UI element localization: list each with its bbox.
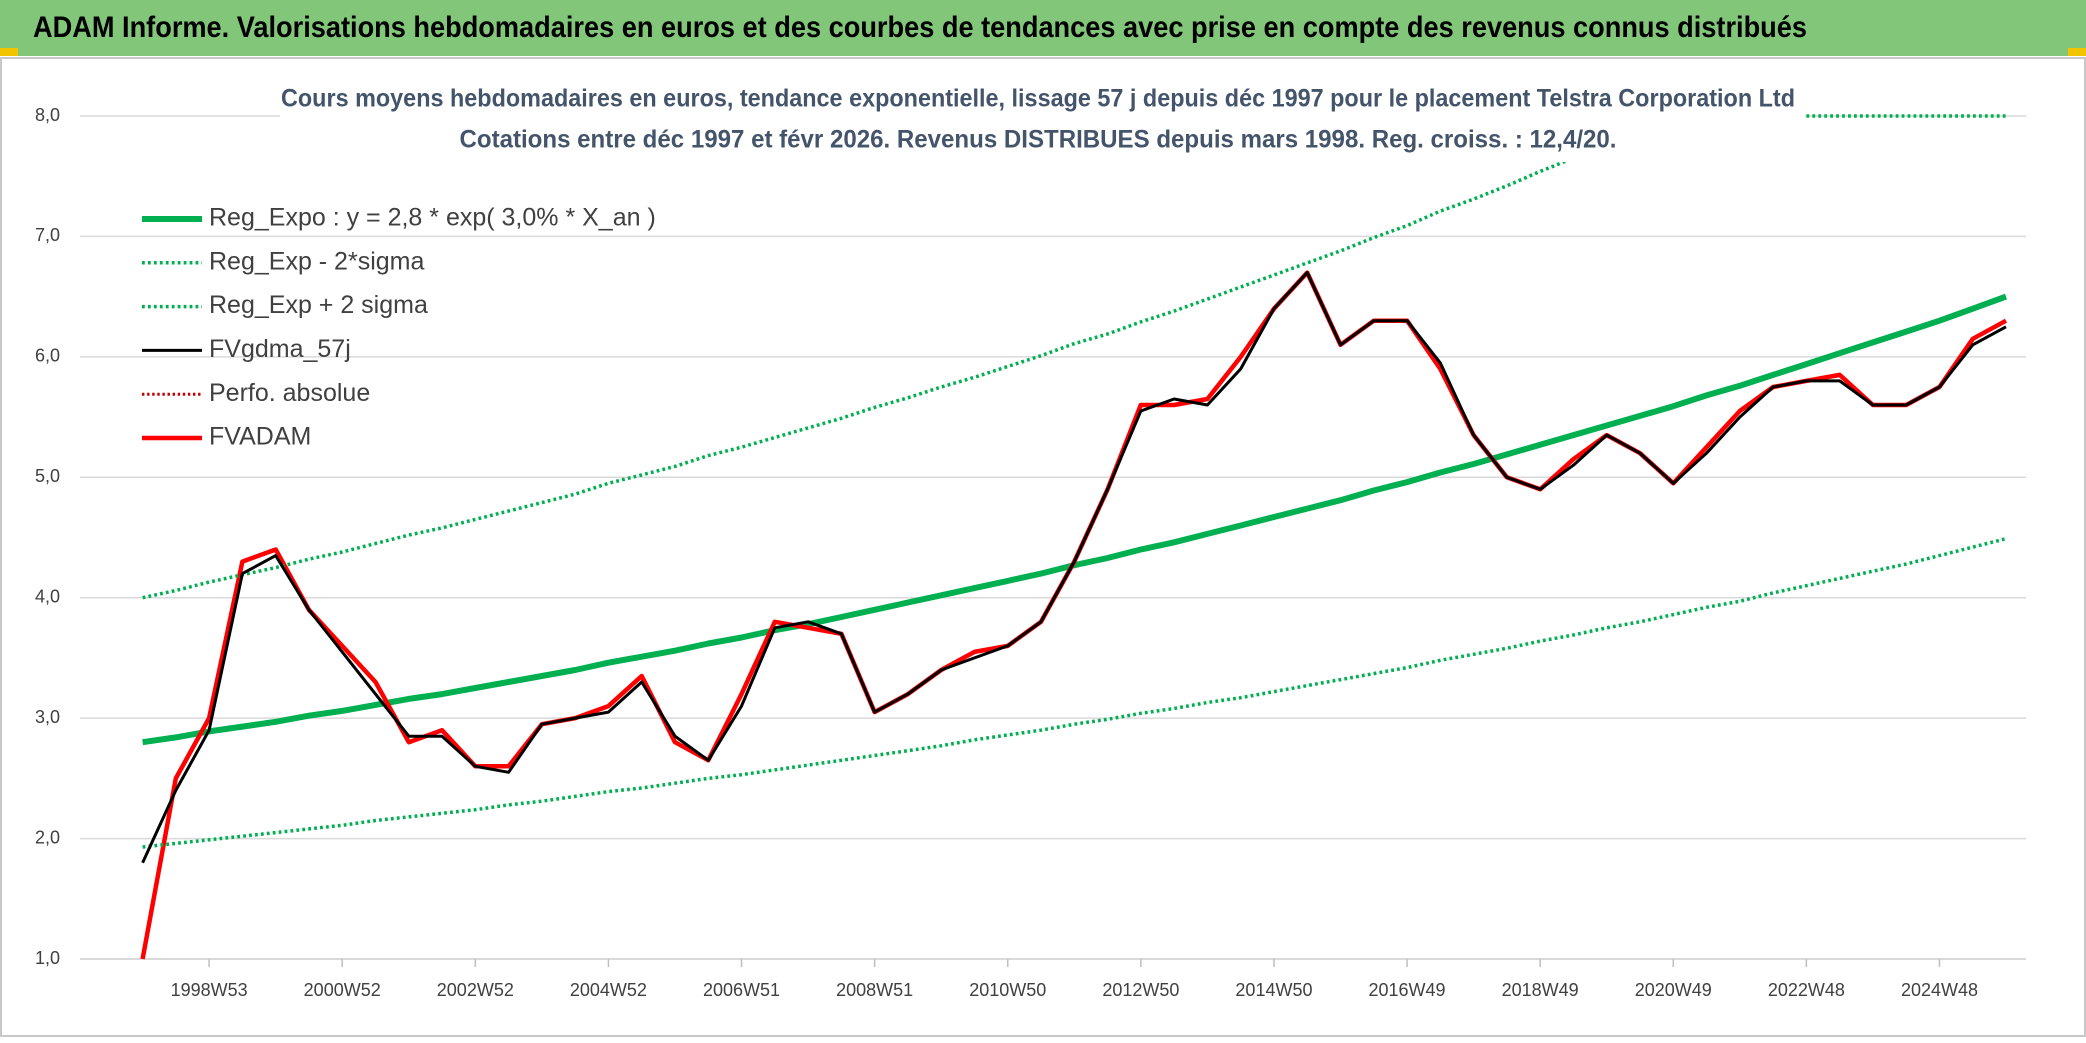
title-background [280,80,1805,162]
corner-accent [2068,48,2086,56]
chart-subtitle: Cotations entre déc 1997 et févr 2026. R… [460,126,1617,154]
x-tick-label: 2024W48 [1901,980,1978,1000]
legend: Reg_Expo : y = 2,8 * exp( 3,0% * X_an ) R… [142,204,656,451]
x-tick-label: 2000W52 [304,980,381,1000]
header-title: ADAM Informe. Valorisations hebdomadaire… [33,11,1807,44]
legend-label: Reg_Exp + 2 sigma [209,291,428,319]
series-line [141,271,2007,864]
legend-label: Perfo. absolue [209,379,370,407]
legend-label: FVADAM [209,423,311,451]
series-line [142,537,2007,849]
x-tick-label: 2014W50 [1235,980,1312,1000]
y-tick-label: 3,0 [35,707,60,727]
y-tick-label: 2,0 [35,827,60,847]
header-bar [0,0,2086,56]
legend-label: Reg_Expo : y = 2,8 * exp( 3,0% * X_an ) [209,204,656,232]
y-tick-label: 4,0 [35,586,60,606]
x-tick-label: 2008W51 [836,980,913,1000]
chart-title: Cours moyens hebdomadaires en euros, ten… [281,85,1795,113]
plot-area [140,114,2008,960]
x-tick-label: 2022W48 [1768,980,1845,1000]
y-tick-label: 8,0 [35,105,60,125]
series-line [142,293,2008,746]
y-tick-label: 7,0 [35,225,60,245]
x-tick-label: 2018W49 [1502,980,1579,1000]
x-tick-label: 2006W51 [703,980,780,1000]
legend-label: FVgdma_57j [209,335,351,363]
y-tick-label: 6,0 [35,346,60,366]
x-tick-label: 2020W49 [1635,980,1712,1000]
corner-accent [0,48,18,56]
legend-label: Reg_Exp - 2*sigma [209,247,424,275]
x-tick-label: 2012W50 [1102,980,1179,1000]
x-tick-label: 2016W49 [1369,980,1446,1000]
frame [0,57,2086,1037]
x-tick-label: 2010W50 [969,980,1046,1000]
series-line [140,270,2008,960]
y-tick-label: 1,0 [35,948,60,968]
x-tick-label: 2002W52 [437,980,514,1000]
y-tick-label: 5,0 [35,466,60,486]
series-line [142,114,2006,600]
x-tick-label: 2004W52 [570,980,647,1000]
x-tick-label: 1998W53 [171,980,248,1000]
